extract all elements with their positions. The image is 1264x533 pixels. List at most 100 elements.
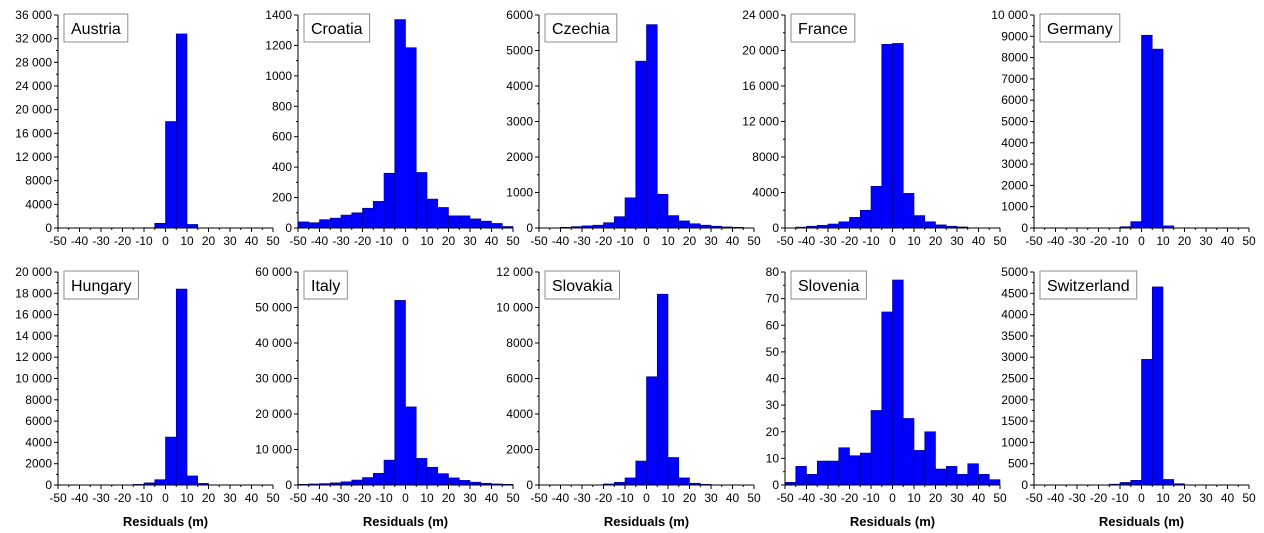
y-tick-label: 16 000 [15,308,52,322]
country-label-croatia: Croatia [311,21,363,38]
country-label-czechia: Czechia [552,21,610,38]
x-tick-label: 20 [929,234,943,248]
x-tick-label: 50 [1242,234,1256,248]
y-tick-label: 12 000 [15,350,52,364]
y-tick-label: 400 [272,160,292,174]
histogram-bar [924,221,936,229]
x-tick-label: -30 [573,234,591,248]
histogram-bar [351,479,363,486]
y-tick-label: 4000 [752,186,779,200]
y-tick-label: 10 000 [15,372,52,386]
y-tick-label: 24 000 [742,8,779,22]
y-tick-label: 0 [772,478,779,492]
x-tick-label: -20 [114,491,132,505]
x-tick-label: -20 [595,491,613,505]
histogram-bar [415,172,428,229]
x-tick-label: 50 [506,234,520,248]
x-axis-title: Residuals (m) [363,514,448,529]
histogram-bar [689,223,701,229]
histogram-bar [1130,221,1142,229]
x-tick-label: -40 [1047,234,1065,248]
country-label-box [1039,270,1138,300]
x-tick-label: -50 [776,491,794,505]
histogram-bar [165,121,177,229]
x-tick-label: 0 [162,491,169,505]
y-tick-label: 2000 [506,443,533,457]
x-axis-title: Residuals (m) [1099,514,1184,529]
histogram-bar [849,455,861,486]
x-tick-label: 50 [747,491,761,505]
histogram-bar [956,474,969,486]
y-tick-label: 10 000 [991,8,1028,22]
y-tick-label: 2000 [1001,178,1028,192]
histogram-bar [448,215,460,229]
y-tick-label: 200 [272,191,292,205]
x-tick-label: 0 [889,491,896,505]
y-tick-label: 0 [285,478,292,492]
country-label-austria: Austria [71,21,121,38]
country-label-box [63,13,129,43]
x-tick-label: -30 [819,491,837,505]
y-tick-label: 4000 [25,435,52,449]
x-tick-label: 30 [950,491,964,505]
x-tick-label: 40 [726,234,740,248]
x-tick-label: 30 [463,491,477,505]
histogram-bar [186,475,199,486]
x-tick-label: 0 [1138,491,1145,505]
country-label-box [303,13,371,43]
histogram-bar [635,460,647,486]
histogram-bar [426,198,439,229]
x-tick-label: -10 [135,234,153,248]
y-tick-label: 8000 [752,150,779,164]
x-tick-label: -30 [819,234,837,248]
x-tick-label: 30 [704,234,718,248]
histogram-bar [859,452,872,486]
x-tick-label: 0 [162,234,169,248]
histogram-bar [667,457,680,486]
x-tick-label: 10 [420,491,434,505]
x-tick-label: 30 [704,491,718,505]
x-tick-label: -10 [375,491,393,505]
panel-italy: 0 10 000 20 000 30 000 40 000 50 000 60 000 -50… [255,265,520,529]
x-tick-label: -20 [1090,234,1108,248]
histogram-bar [935,468,947,486]
x-tick-label: -50 [289,234,307,248]
country-label-switzerland: Switzerland [1047,278,1130,295]
histogram-bar [849,217,861,229]
x-tick-label: 0 [643,234,650,248]
y-tick-label: 10 000 [255,443,292,457]
x-tick-label: -20 [841,491,859,505]
y-tick-label: 4000 [506,79,533,93]
y-tick-label: 50 [766,345,780,359]
y-tick-label: 2000 [506,150,533,164]
y-tick-label: 80 [766,265,780,279]
x-tick-label: -50 [530,234,548,248]
y-tick-label: 14 000 [15,329,52,343]
histogram-bar [827,460,840,486]
histogram-bar [678,477,690,486]
histogram-bar [795,466,807,486]
panel-slovenia: 0 10 20 30 40 50 60 70 80 -50 -40 -30 -20 -10 0 10 20 30 4… [766,265,1007,529]
y-tick-label: 6000 [25,414,52,428]
x-tick-label: -50 [49,491,67,505]
country-label-slovakia: Slovakia [552,278,613,295]
x-tick-label: -30 [332,234,350,248]
histogram-bar [469,218,482,229]
x-tick-label: 10 [180,234,194,248]
histogram-bar [881,43,893,229]
x-tick-label: 10 [907,491,921,505]
x-tick-label: 50 [1242,491,1256,505]
histogram-bar [175,288,188,486]
histogram-bar [902,193,915,229]
y-tick-label: 1200 [265,38,292,52]
histogram-bar [624,197,637,229]
x-tick-label: 20 [683,234,697,248]
y-tick-label: 500 [1008,457,1028,471]
histogram-bar [394,300,406,486]
histogram-bar [154,479,166,486]
histogram-bar [1141,34,1153,229]
y-tick-label: 16 000 [742,79,779,93]
y-tick-label: 18 000 [15,286,52,300]
histogram-bar [1151,48,1164,229]
